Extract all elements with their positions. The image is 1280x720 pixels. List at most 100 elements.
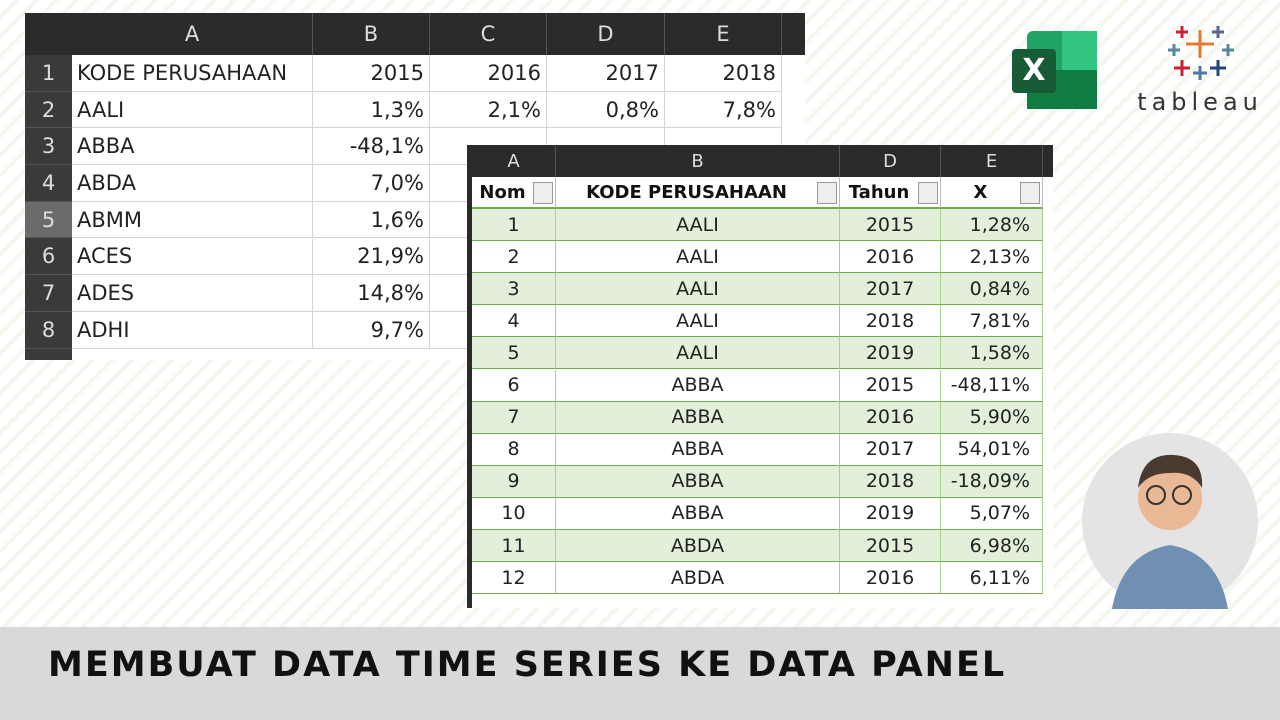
row-number: 7 xyxy=(25,275,72,312)
cell: KODE PERUSAHAAN xyxy=(72,55,313,92)
row-number: 2 xyxy=(25,92,72,129)
title: MEMBUAT DATA TIME SERIES KE DATA PANEL xyxy=(48,645,1007,685)
cell: 2015 xyxy=(840,530,941,563)
filter-button[interactable] xyxy=(533,182,553,204)
tableau-wordmark: tableau xyxy=(1138,88,1263,116)
cell: 2016 xyxy=(430,55,547,92)
cell: 2015 xyxy=(840,369,941,402)
cell: 0,84% xyxy=(941,273,1043,306)
cell: 2 xyxy=(472,241,556,274)
cell: 0,8% xyxy=(547,91,665,129)
row-number: 8 xyxy=(25,312,72,349)
cell: 7,81% xyxy=(941,305,1043,338)
cell: 2018 xyxy=(840,465,941,498)
column-header: B xyxy=(313,13,430,55)
cell: AALI xyxy=(556,241,840,274)
column-header: D xyxy=(840,145,941,177)
cell: 2016 xyxy=(840,562,941,595)
cell: 2019 xyxy=(840,497,941,530)
header-bar xyxy=(467,145,1053,177)
title-bar xyxy=(0,627,1280,720)
cell: 1,3% xyxy=(313,91,430,129)
cell: 6 xyxy=(472,369,556,402)
avatar xyxy=(1082,433,1258,609)
cell: 12 xyxy=(472,562,556,595)
cell: 2018 xyxy=(840,305,941,338)
cell: ABBA xyxy=(556,465,840,498)
cell: 4 xyxy=(472,305,556,338)
cell: 1,6% xyxy=(313,201,430,239)
cell: 14,8% xyxy=(313,275,430,312)
row-number: 3 xyxy=(25,128,72,166)
cell: 8 xyxy=(472,433,556,466)
excel-letter: X xyxy=(1022,53,1045,88)
cell: ABDA xyxy=(556,530,840,563)
spreadsheet-panel: A B D E Nom KODE PERUSAHAAN Tahun X 1 AALI 2015 1,2… xyxy=(467,145,1053,608)
row-number: 5 xyxy=(25,201,72,239)
filter-header: Nom xyxy=(472,177,556,209)
column-header: C xyxy=(430,13,547,55)
cell: ACES xyxy=(72,238,313,276)
cell: 2018 xyxy=(665,55,782,92)
cell: 2019 xyxy=(840,337,941,370)
cell: 2016 xyxy=(840,401,941,434)
cell: AALI xyxy=(556,337,840,370)
column-header: E xyxy=(941,145,1043,177)
cell: 54,01% xyxy=(941,433,1043,466)
cell: ABBA xyxy=(556,433,840,466)
cell: 5,90% xyxy=(941,401,1043,434)
cell: 10 xyxy=(472,497,556,530)
cell: AALI xyxy=(72,91,313,129)
filter-button[interactable] xyxy=(817,182,837,204)
cell: AALI xyxy=(556,209,840,242)
cell: ABBA xyxy=(556,497,840,530)
column-header: A xyxy=(72,13,313,55)
row-number: 4 xyxy=(25,165,72,202)
cell: 2016 xyxy=(840,241,941,274)
cell: ABMM xyxy=(72,201,313,239)
cell: -48,11% xyxy=(941,369,1043,402)
cell: 2,13% xyxy=(941,241,1043,274)
row-number: 1 xyxy=(25,55,72,92)
filter-header: KODE PERUSAHAAN xyxy=(556,177,840,209)
filter-button[interactable] xyxy=(918,182,938,204)
column-header: E xyxy=(665,13,782,55)
cell: 7,8% xyxy=(665,91,782,129)
tableau-logo: tableau xyxy=(1138,26,1263,116)
cell: 2,1% xyxy=(430,91,547,129)
excel-logo: X xyxy=(1012,31,1097,109)
cell: 3 xyxy=(472,273,556,306)
cell: AALI xyxy=(556,273,840,306)
cell: ADES xyxy=(72,275,313,312)
cell: 7,0% xyxy=(313,165,430,202)
cell: 21,9% xyxy=(313,238,430,276)
cell: AALI xyxy=(556,305,840,338)
cell: 1,58% xyxy=(941,337,1043,370)
cell: 2015 xyxy=(840,209,941,242)
cell: 7 xyxy=(472,401,556,434)
cell: 2015 xyxy=(313,55,430,92)
cell: 9 xyxy=(472,465,556,498)
cell: 2017 xyxy=(840,433,941,466)
row-number: 6 xyxy=(25,239,72,276)
header-bar xyxy=(25,13,805,55)
cell: ADHI xyxy=(72,311,313,349)
cell: 1 xyxy=(472,209,556,242)
cell: ABBA xyxy=(556,369,840,402)
cell: 6,98% xyxy=(941,530,1043,563)
cell: ABBA xyxy=(72,128,313,166)
cell: 2017 xyxy=(547,55,665,92)
column-header: D xyxy=(547,13,665,55)
cell: 5 xyxy=(472,337,556,370)
cell: 2017 xyxy=(840,273,941,306)
filter-button[interactable] xyxy=(1020,182,1040,204)
cell: -48,1% xyxy=(313,128,430,166)
cell: 1,28% xyxy=(941,209,1043,242)
column-header: A xyxy=(472,145,556,177)
filter-header: Tahun xyxy=(840,177,941,209)
row-header-bar xyxy=(467,177,472,608)
cell: 6,11% xyxy=(941,562,1043,595)
column-header: B xyxy=(556,145,840,177)
cell: 9,7% xyxy=(313,311,430,349)
